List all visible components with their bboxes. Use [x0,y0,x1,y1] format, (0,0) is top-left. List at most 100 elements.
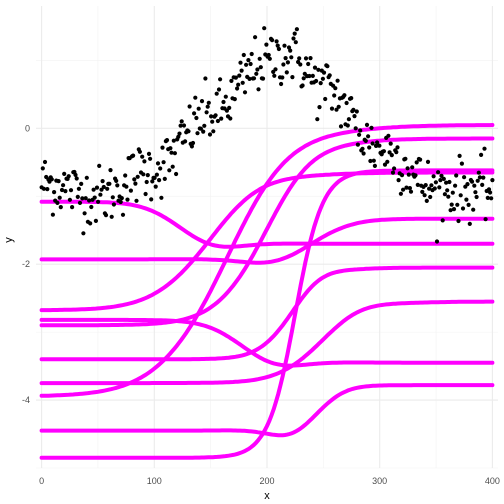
scatter-point [258,65,263,70]
scatter-point [134,198,139,203]
scatter-point [451,207,457,212]
scatter-point [414,160,419,165]
scatter-point [174,171,179,177]
scatter-point [228,116,233,121]
scatter-point [55,200,60,205]
scatter-point [80,196,85,201]
scatter-point [62,171,67,176]
scatter-point [465,182,470,187]
scatter-point [262,26,267,31]
scatter-point [363,138,368,143]
scatter-point [240,80,245,85]
scatter-point [157,178,162,183]
scatter-point [164,138,170,143]
scatter-point [369,125,374,130]
scatter-point [87,198,92,203]
scatter-point [264,42,269,47]
scatter-point [162,176,167,181]
scatter-point [202,123,207,128]
scatter-point [256,87,261,92]
scatter-point [445,188,450,193]
curve-series-8 [39,123,495,398]
scatter-point [289,55,294,60]
scatter-point [450,190,455,195]
scatter-point [172,151,177,156]
scatter-point [437,185,442,190]
y-tick-label: 0 [25,123,30,133]
scatter-point [192,111,197,116]
scatter-point [152,175,157,180]
scatter-point [479,152,484,157]
scatter-point [483,217,488,222]
scatter-point [120,212,126,217]
scatter-point [146,151,152,156]
scatter-point [422,193,427,198]
scatter-point [323,96,328,102]
scatter-point [332,93,337,98]
scatter-point [198,126,203,131]
scatter-point [446,194,451,199]
scatter-point [206,100,211,105]
scatter-point [327,73,332,78]
scatter-point [486,187,492,192]
scatter-point [473,190,478,195]
scatter-point [140,154,145,159]
scatter-point [352,114,357,119]
scatter-point [285,60,290,65]
curve-series-10 [39,168,495,460]
scatter-point [459,161,464,166]
scatter-point [310,73,315,78]
curve-series-6 [39,265,495,362]
scatter-point [284,70,289,75]
y-tick-labels: -4 -2 0 [22,123,30,405]
scatter-point [377,143,382,148]
scatter-point [405,166,410,171]
scatter-point [345,123,350,128]
scatter-point [50,212,56,217]
scatter-point [292,31,297,36]
scatter-point [458,193,463,198]
scatter-point [442,192,447,197]
scatter-point [142,159,147,164]
scatter-point [489,196,494,201]
scatter-point [73,172,78,177]
scatter-point [176,134,181,139]
scatter-point [455,202,460,207]
scatter-point [361,151,366,156]
series-curves [39,123,495,460]
scatter-point [366,134,371,139]
scatter-point [485,195,490,200]
scatter-point [257,56,262,61]
scatter-point [320,76,325,81]
scatter-point [79,181,84,186]
scatter-point [449,202,454,207]
scatter-point [57,195,62,200]
scatter-point [227,105,232,110]
scatter-point [386,133,391,138]
x-tick-label: 300 [372,476,387,486]
scatter-point [297,56,302,61]
scatter-point [52,190,57,195]
scatter-point [83,196,88,201]
scatter-point [111,202,116,207]
scatter-point [235,86,240,91]
x-tick-label: 0 [39,476,44,486]
scatter-point [253,35,258,40]
scatter-point [61,183,66,188]
scatter-point [124,184,129,189]
scatter-point [406,172,411,177]
scatter-point [316,67,321,72]
scatter-point [434,239,440,244]
scatter-point [141,172,146,177]
scatter-point [475,178,480,183]
scatter-point [211,129,216,134]
scatter-point [392,166,397,171]
scatter-point [439,173,444,178]
scatter-point [133,181,138,186]
scatter-point [131,153,136,158]
scatter-point [144,179,149,185]
scatter-point [63,189,68,194]
scatter-point [190,140,196,146]
scatter-point [273,67,278,72]
scatter-point [40,166,45,171]
